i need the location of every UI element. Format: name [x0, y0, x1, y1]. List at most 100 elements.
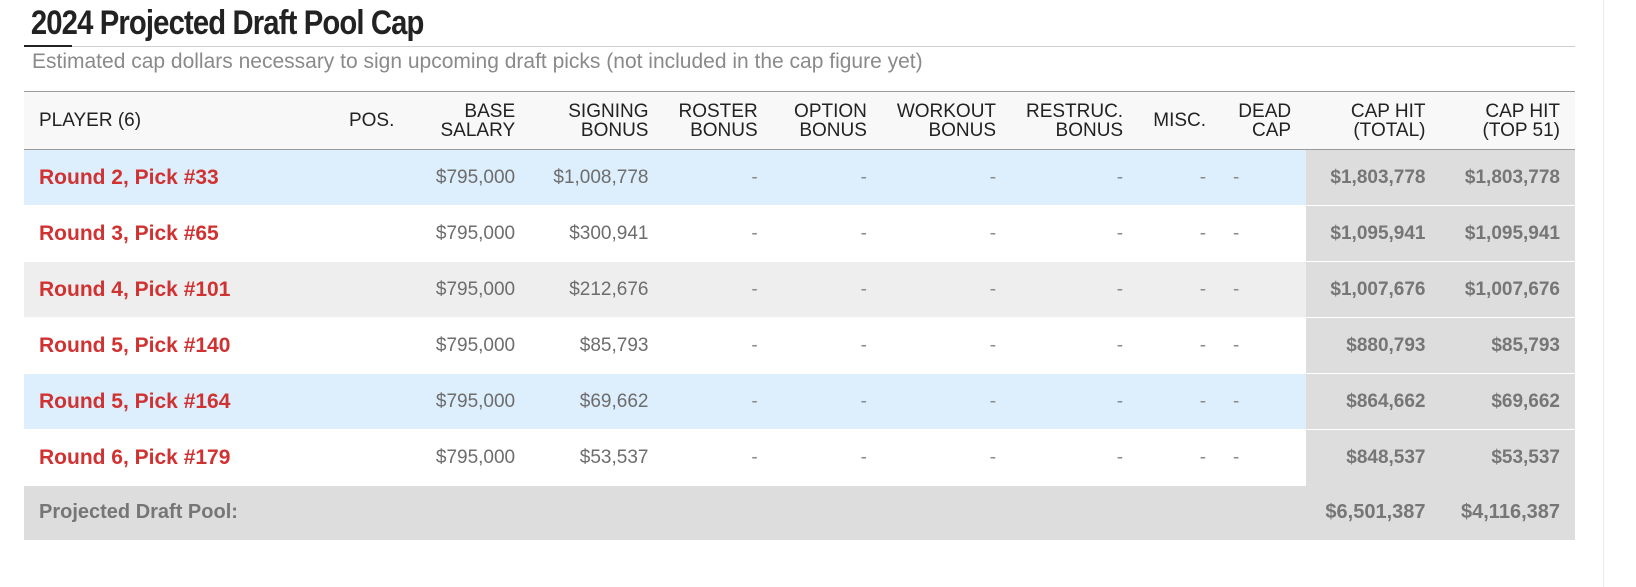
- signing-bonus-cell: $300,941: [530, 205, 664, 262]
- player-link[interactable]: Round 2, Pick #33: [39, 165, 219, 189]
- col-header-player[interactable]: PLAYER (6): [24, 91, 323, 150]
- signing-bonus-cell: $212,676: [530, 261, 664, 318]
- col-header-dead-cap[interactable]: DEAD CAP: [1221, 91, 1307, 150]
- table-row: Round 2, Pick #33 $795,000 $1,008,778 - …: [24, 149, 1575, 206]
- cap-hit-top51-cell: $1,007,676: [1440, 261, 1575, 318]
- col-header-signing-bonus[interactable]: SIGNING BONUS: [530, 91, 664, 150]
- cap-hit-top51-cell: $1,803,778: [1440, 149, 1575, 206]
- misc-cell: -: [1138, 317, 1222, 374]
- dead-cap-cell: -: [1221, 373, 1307, 430]
- workout-bonus-cell: -: [881, 373, 1012, 430]
- col-header-roster-bonus[interactable]: ROSTER BONUS: [663, 91, 773, 150]
- base-salary-cell: $795,000: [409, 205, 531, 262]
- pos-cell: [322, 317, 410, 374]
- cap-hit-total-cell: $848,537: [1306, 429, 1441, 486]
- cap-hit-top51-cell: $69,662: [1440, 373, 1575, 430]
- restruc-bonus-cell: -: [1011, 261, 1139, 318]
- misc-cell: -: [1138, 205, 1222, 262]
- roster-bonus-cell: -: [663, 317, 773, 374]
- cap-hit-total-cell: $1,095,941: [1306, 205, 1441, 262]
- right-divider: [1603, 0, 1604, 587]
- projected-pool-cap-hit-top51: $4,116,387: [1461, 501, 1560, 523]
- pos-cell: [322, 150, 409, 206]
- draft-pool-table: PLAYER (6) POS. BASE SALARY SIGNING BONUS …: [24, 91, 1575, 540]
- player-link[interactable]: Round 5, Pick #140: [24, 317, 323, 374]
- option-bonus-cell: -: [772, 205, 882, 262]
- projected-pool-label: Projected Draft Pool:: [39, 501, 238, 523]
- roster-bonus-cell: -: [663, 205, 773, 262]
- col-header-base-salary[interactable]: BASE SALARY: [409, 91, 531, 150]
- workout-bonus-cell: -: [881, 205, 1012, 262]
- col-header-cap-hit-top51[interactable]: CAP HIT (TOP 51): [1440, 91, 1575, 150]
- signing-bonus-cell: $85,793: [530, 317, 664, 374]
- signing-bonus-cell: $69,662: [530, 373, 664, 430]
- pos-cell: [322, 261, 410, 318]
- dead-cap-cell: -: [1221, 317, 1307, 374]
- dead-cap-cell: -: [1233, 166, 1240, 188]
- col-header-workout-bonus[interactable]: WORKOUT BONUS: [881, 91, 1012, 150]
- restruc-bonus-cell: -: [1116, 166, 1124, 188]
- player-link[interactable]: Round 6, Pick #179: [24, 429, 323, 486]
- cap-hit-total-cell: $1,803,778: [1306, 149, 1441, 206]
- pos-cell: [322, 205, 410, 262]
- table-row: Round 5, Pick #140 $795,000 $85,793 - - …: [24, 317, 1575, 374]
- base-salary-cell: $795,000: [409, 373, 531, 430]
- workout-bonus-cell: -: [881, 429, 1012, 486]
- option-bonus-cell: -: [772, 429, 882, 486]
- misc-cell: -: [1138, 373, 1222, 430]
- cap-hit-top51-cell: $53,537: [1440, 429, 1575, 486]
- cap-hit-total-cell: $864,662: [1306, 373, 1441, 430]
- cap-hit-total-cell: $1,007,676: [1306, 261, 1441, 318]
- dead-cap-cell: -: [1221, 205, 1307, 262]
- base-salary-cell: $795,000: [409, 429, 531, 486]
- workout-bonus-cell: -: [989, 166, 997, 188]
- player-link[interactable]: Round 5, Pick #164: [24, 373, 323, 430]
- table-row: Round 4, Pick #101 $795,000 $212,676 - -…: [24, 261, 1575, 318]
- restruc-bonus-cell: -: [1011, 373, 1139, 430]
- signing-bonus-cell: $53,537: [530, 429, 664, 486]
- section-title: 2024 Projected Draft Pool Cap: [30, 4, 425, 42]
- dead-cap-cell: -: [1221, 429, 1307, 486]
- roster-bonus-cell: -: [663, 373, 773, 430]
- cap-hit-total-cell: $880,793: [1306, 317, 1441, 374]
- table-row: Round 6, Pick #179 $795,000 $53,537 - - …: [24, 429, 1575, 486]
- restruc-bonus-cell: -: [1011, 429, 1139, 486]
- cap-hit-top51-cell: $85,793: [1440, 317, 1575, 374]
- header-row: PLAYER (6) POS. BASE SALARY SIGNING BONUS …: [24, 91, 1575, 150]
- misc-cell: -: [1199, 166, 1207, 188]
- footer-row: Projected Draft Pool: $6,501,387 $4,116,…: [24, 485, 1575, 540]
- roster-bonus-cell: -: [663, 261, 773, 318]
- projected-pool-cap-hit-total: $6,501,387: [1325, 501, 1426, 523]
- title-divider: [24, 45, 1575, 47]
- misc-cell: -: [1138, 429, 1222, 486]
- table-row: Round 5, Pick #164 $795,000 $69,662 - - …: [24, 373, 1575, 430]
- option-bonus-cell: -: [772, 373, 882, 430]
- misc-cell: -: [1138, 261, 1222, 318]
- col-header-restruc-bonus[interactable]: RESTRUC. BONUS: [1011, 91, 1139, 150]
- pos-cell: [322, 373, 410, 430]
- draft-pool-section: 2024 Projected Draft Pool Cap Estimated …: [24, 0, 1575, 540]
- col-header-pos[interactable]: POS.: [322, 91, 410, 150]
- base-salary-cell: $795,000: [409, 317, 531, 374]
- roster-bonus-cell: -: [663, 429, 773, 486]
- workout-bonus-cell: -: [881, 317, 1012, 374]
- col-header-misc[interactable]: MISC.: [1138, 91, 1222, 150]
- base-salary-cell: $795,000: [435, 166, 516, 188]
- option-bonus-cell: -: [860, 166, 867, 188]
- table-row: Round 3, Pick #65 $795,000 $300,941 - - …: [24, 205, 1575, 262]
- signing-bonus-cell: $1,008,778: [553, 166, 649, 188]
- option-bonus-cell: -: [772, 261, 882, 318]
- restruc-bonus-cell: -: [1011, 205, 1139, 262]
- base-salary-cell: $795,000: [409, 261, 531, 318]
- col-header-option-bonus[interactable]: OPTION BONUS: [772, 91, 882, 150]
- option-bonus-cell: -: [772, 317, 882, 374]
- pos-cell: [322, 429, 410, 486]
- player-link[interactable]: Round 4, Pick #101: [24, 261, 323, 318]
- roster-bonus-cell: -: [751, 166, 758, 188]
- dead-cap-cell: -: [1221, 261, 1307, 318]
- workout-bonus-cell: -: [881, 261, 1012, 318]
- player-link[interactable]: Round 3, Pick #65: [24, 205, 323, 262]
- col-header-cap-hit-total[interactable]: CAP HIT (TOTAL): [1306, 91, 1441, 150]
- restruc-bonus-cell: -: [1011, 317, 1139, 374]
